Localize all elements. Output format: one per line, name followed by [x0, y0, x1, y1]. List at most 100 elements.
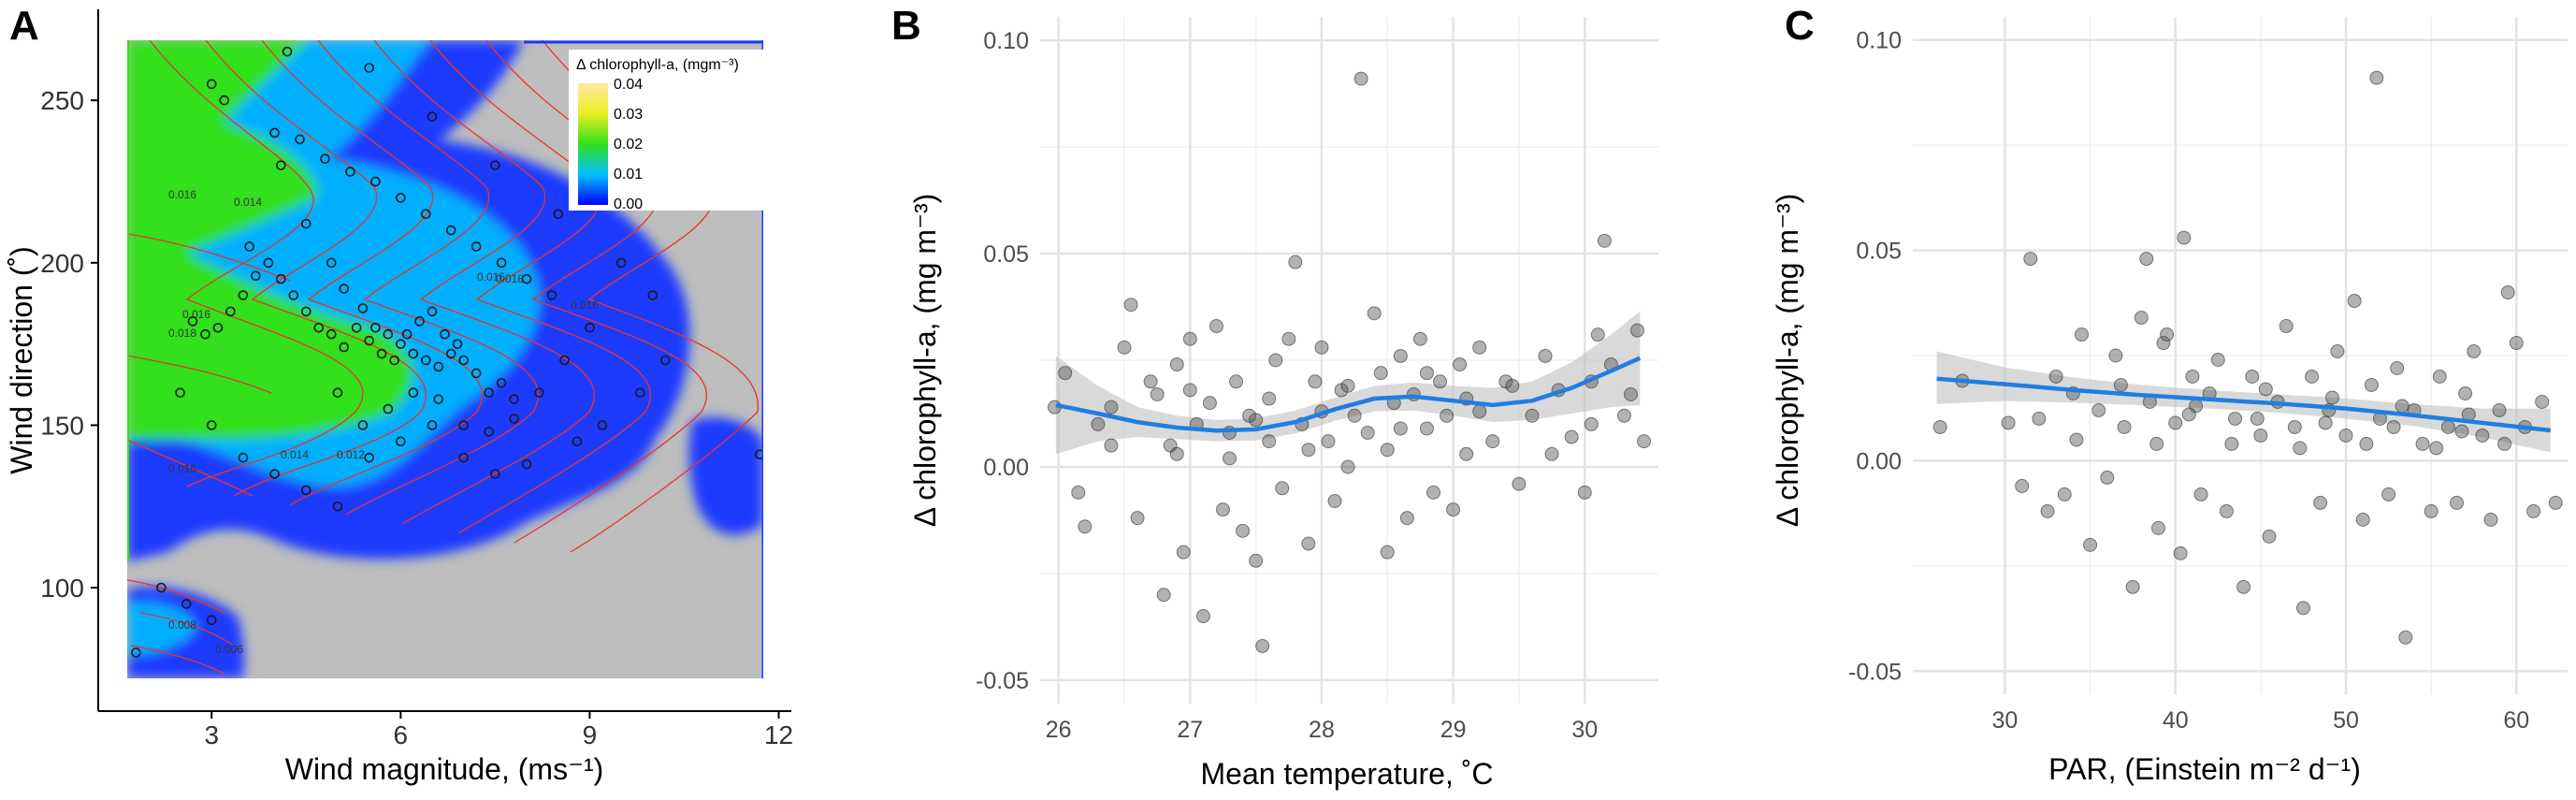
data-point [615, 257, 627, 269]
data-point [238, 452, 249, 463]
panel-c-y-label: Δ chlorophyll-a, (mg m⁻³) [1771, 194, 1804, 528]
data-point [313, 322, 325, 333]
data-point [408, 387, 419, 399]
data-point [1208, 319, 1223, 334]
data-point [2295, 601, 2310, 616]
data-point [131, 647, 141, 658]
data-point [2415, 436, 2430, 451]
data-point [364, 452, 374, 463]
data-point [357, 420, 369, 430]
data-point [2497, 436, 2512, 451]
data-point [1249, 413, 1264, 428]
data-point [2381, 487, 2396, 502]
y-tick-label: 250 [40, 86, 84, 115]
data-point [2001, 415, 2016, 430]
data-point [238, 290, 249, 300]
contour-label: 0.008 [168, 618, 196, 632]
x-tick-label: 30 [1992, 707, 2019, 734]
data-point [396, 193, 406, 203]
heatmap-cyan-blob-bottom [127, 602, 196, 655]
panel-a-ticks: 3 6 9 12 100 150 200 250 [40, 86, 793, 749]
data-point [2193, 487, 2208, 502]
data-point [2108, 348, 2123, 363]
legend-label: 0.03 [614, 107, 643, 123]
data-point [2160, 327, 2175, 342]
data-point [2386, 419, 2401, 434]
data-point [2228, 411, 2243, 426]
data-point [546, 290, 557, 300]
data-point [484, 387, 494, 399]
data-point [1301, 536, 1316, 551]
legend-label: 0.01 [614, 167, 643, 182]
legend-label: 0.00 [614, 196, 643, 212]
data-point [2149, 436, 2164, 451]
data-point [2134, 311, 2149, 326]
data-point [1262, 391, 1277, 406]
data-point [1932, 419, 1947, 434]
data-point [597, 420, 608, 430]
data-point [181, 599, 192, 609]
data-point [2083, 537, 2098, 552]
contour-label: 0.014 [234, 196, 262, 209]
data-point [509, 394, 519, 404]
data-point [370, 176, 381, 187]
data-point [1380, 545, 1395, 560]
panel-b-x-label: Mean temperature, ˚C [1200, 757, 1493, 791]
data-point [1380, 443, 1395, 458]
data-point [534, 387, 544, 399]
data-point [206, 615, 217, 626]
data-point [2287, 419, 2302, 434]
y-tick-label: 0.10 [983, 28, 1029, 54]
data-point [1301, 443, 1316, 458]
data-point [2548, 495, 2563, 510]
data-point [2535, 394, 2550, 409]
data-point [1616, 408, 1631, 423]
data-point [2210, 352, 2225, 367]
data-point [2526, 503, 2541, 518]
data-point [2500, 285, 2515, 300]
data-point [1202, 396, 1217, 411]
data-point [288, 290, 299, 300]
data-point [1156, 588, 1171, 603]
data-point [300, 306, 311, 317]
data-point [420, 209, 431, 220]
data-point [2467, 344, 2482, 359]
y-tick-label: 0.00 [1856, 448, 1902, 474]
data-point [585, 322, 595, 333]
data-point [1176, 545, 1191, 560]
data-point [401, 328, 412, 340]
panel-a-y-label: Wind direction (˚) [5, 246, 38, 474]
data-point [175, 387, 185, 399]
data-point [2091, 402, 2106, 417]
data-point [2253, 428, 2268, 443]
data-point [425, 40, 427, 41]
data-point [1195, 609, 1210, 624]
data-point [339, 342, 350, 353]
data-point [2015, 478, 2030, 493]
data-point [2293, 441, 2308, 456]
data-point [269, 127, 280, 138]
panel-a-letter: A [9, 3, 39, 49]
data-point [2483, 512, 2498, 527]
x-tick-label: 6 [394, 720, 409, 749]
data-point [383, 403, 394, 415]
data-point [1440, 408, 1454, 423]
data-point [635, 387, 645, 399]
data-point [2168, 415, 2183, 430]
data-point [2125, 579, 2140, 594]
data-point [452, 339, 463, 349]
contour-label: 0.006 [215, 643, 243, 656]
data-point [200, 328, 210, 340]
data-point [420, 355, 431, 366]
data-point [470, 368, 482, 379]
data-point [1584, 416, 1599, 431]
data-point [490, 469, 500, 479]
data-point [1236, 523, 1251, 538]
contour-label: 0.016 [571, 298, 599, 312]
data-point [2177, 230, 2192, 245]
data-point [484, 427, 494, 437]
data-point [458, 355, 470, 366]
data-point [2330, 344, 2345, 359]
data-point [647, 290, 658, 300]
data-point [276, 273, 286, 284]
